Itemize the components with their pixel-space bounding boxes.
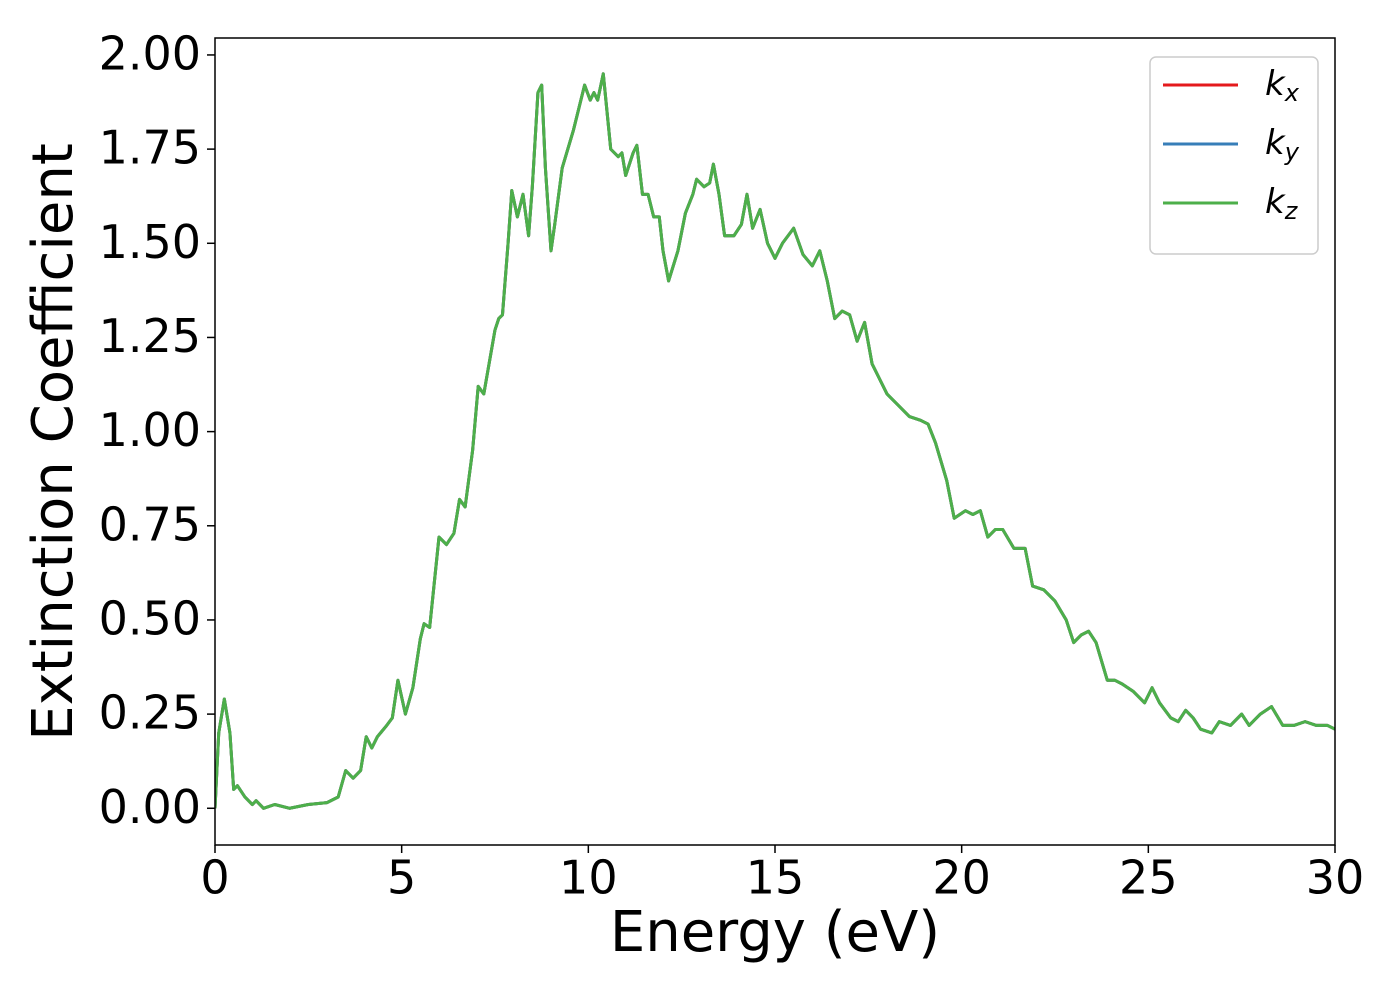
x-tick-label: 20 <box>932 851 991 905</box>
y-tick-label: 1.25 <box>99 309 201 363</box>
x-tick-label: 30 <box>1306 851 1365 905</box>
plot-frame <box>214 37 1336 846</box>
y-tick-label: 0.75 <box>99 497 201 551</box>
y-tick-label: 1.00 <box>99 403 201 457</box>
x-tick-label: 25 <box>1119 851 1178 905</box>
y-axis-title: Extinction Coefficient <box>21 143 86 741</box>
x-tick-label: 15 <box>746 851 805 905</box>
legend-label: kz <box>1265 182 1299 226</box>
y-tick-label: 0.50 <box>99 591 201 645</box>
y-tick-label: 0.00 <box>99 780 201 834</box>
legend-box <box>1149 56 1319 255</box>
data-line <box>215 72 1335 810</box>
legend-label: ky <box>1265 123 1300 167</box>
y-tick-label: 2.00 <box>99 26 201 80</box>
y-tick-label: 0.25 <box>99 686 201 740</box>
y-tick-label: 1.75 <box>99 121 201 175</box>
y-tick-label: 1.50 <box>99 215 201 269</box>
x-tick-label: 0 <box>200 851 229 905</box>
x-tick-label: 10 <box>559 851 618 905</box>
x-axis-title: Energy (eV) <box>610 900 940 965</box>
x-tick-label: 5 <box>387 851 416 905</box>
legend-label: kx <box>1265 64 1300 108</box>
